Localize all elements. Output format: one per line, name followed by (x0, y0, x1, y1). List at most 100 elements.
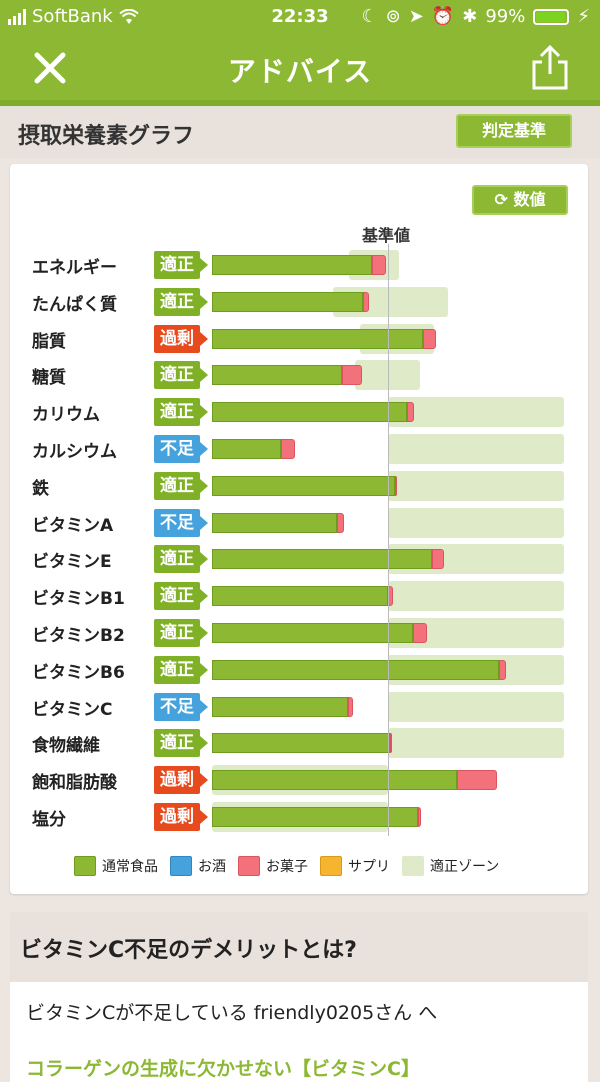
nutrient-name: ビタミンA (32, 515, 114, 536)
nutrient-name: ビタミンB6 (32, 662, 125, 683)
legend-label: お菓子 (266, 859, 308, 875)
article-body: ビタミンCが不足している friendly0205さん へ コラーゲンの生成に欠… (10, 982, 588, 1082)
bar-segment-2 (347, 696, 353, 717)
bar-segment-2 (336, 512, 344, 533)
bar-regular-food (212, 475, 396, 496)
nutrient-row: ビタミンE 適正 (0, 544, 600, 575)
status-badge: 適正 (154, 729, 208, 758)
bar-segment-2 (342, 365, 362, 386)
close-icon[interactable] (30, 48, 70, 88)
moon-icon: ☾ (361, 6, 378, 27)
criteria-button[interactable]: 判定基準 (456, 114, 572, 148)
bar-segment-2 (372, 255, 387, 275)
nutrient-row: ビタミンA 不足 (0, 507, 600, 538)
status-badge: 適正 (154, 251, 208, 279)
bar-regular-food (212, 659, 499, 680)
status-badge: 不足 (154, 508, 208, 537)
value-toggle-label: 数値 (513, 190, 546, 209)
bar-regular-food (212, 623, 413, 643)
optimal-zone-mark (388, 691, 564, 722)
nutrient-name: カリウム (32, 405, 100, 426)
bar-regular-food (212, 439, 281, 459)
status-badge: 適正 (154, 619, 208, 647)
battery-icon (533, 8, 570, 25)
legend-label: 適正ゾーン (430, 859, 500, 875)
nutrient-row: ビタミンB6 適正 (0, 654, 600, 685)
bar-regular-food (212, 586, 388, 607)
bar-regular-food (212, 733, 390, 754)
optimal-zone-mark (354, 360, 420, 391)
status-badge: 適正 (154, 471, 208, 500)
legend-item: 通常食品 (74, 856, 158, 876)
legend-item: 適正ゾーン (402, 856, 499, 876)
nutrient-row: カリウム 適正 (0, 397, 600, 428)
bluetooth-icon: ✱ (462, 6, 478, 27)
nutrient-name: ビタミンC (32, 699, 113, 720)
optimal-zone-mark (388, 397, 564, 428)
value-toggle-button[interactable]: ⟳ 数値 (472, 185, 568, 215)
nutrient-name: エネルギー (32, 258, 117, 278)
status-badge: 過剰 (154, 766, 208, 795)
status-badge: 過剰 (154, 324, 208, 353)
nutrient-row: ビタミンB2 適正 (0, 618, 600, 648)
status-badge: 不足 (154, 435, 208, 463)
battery-percent: 99% (485, 6, 526, 27)
legend-item: サプリ (320, 856, 390, 876)
legend-item: お菓子 (238, 856, 308, 876)
bar-regular-food (212, 402, 408, 423)
status-badge: 適正 (154, 545, 208, 574)
bar-segment-2 (407, 402, 415, 423)
nutrient-row: エネルギー 適正 (0, 250, 600, 280)
bar-segment-2 (395, 475, 398, 496)
page-title: アドバイス (227, 55, 373, 88)
nutrient-row: 鉄 適正 (0, 470, 600, 501)
optimal-zone-mark (388, 507, 564, 538)
bar-segment-2 (389, 733, 392, 754)
wifi-icon (119, 8, 139, 24)
legend-swatch (74, 856, 96, 876)
bar-regular-food (212, 512, 337, 533)
bar-segment-2 (412, 623, 427, 643)
bar-segment-2 (423, 328, 436, 349)
nav-divider (0, 100, 600, 106)
legend-label: サプリ (348, 859, 390, 875)
status-badge: 適正 (154, 287, 208, 316)
share-icon[interactable] (528, 44, 572, 92)
rotation-lock-icon: ⊚ (385, 6, 401, 27)
bar-segment-2 (417, 807, 422, 827)
article-header: ビタミンC不足のデメリットとは? (10, 912, 588, 982)
nutrient-row: たんぱく質 適正 (0, 286, 600, 317)
bar-segment-2 (456, 770, 498, 791)
bar-regular-food (212, 291, 364, 312)
nutrient-name: ビタミンB2 (32, 626, 125, 646)
status-badge: 適正 (154, 361, 208, 390)
legend-swatch (402, 856, 424, 876)
section-title: 摂取栄養素グラフ (18, 124, 195, 149)
bar-regular-food (212, 770, 457, 791)
nutrient-row: 飽和脂肪酸 過剰 (0, 765, 600, 796)
bar-regular-food (212, 255, 373, 275)
optimal-zone-mark (388, 728, 564, 759)
alarm-icon: ⏰ (431, 6, 455, 27)
status-badge: 適正 (154, 655, 208, 684)
bar-segment-2 (280, 439, 295, 459)
optimal-zone-mark (388, 581, 564, 612)
bar-segment-2 (363, 291, 369, 312)
location-icon: ➤ (408, 6, 424, 27)
bar-segment-2 (498, 659, 506, 680)
refresh-icon: ⟳ (494, 190, 514, 209)
nutrient-name: カルシウム (32, 442, 117, 462)
charging-icon: ⚡ (577, 6, 590, 27)
baseline-label: 基準値 (362, 226, 411, 245)
nutrient-name: 糖質 (32, 368, 66, 389)
status-badge: 適正 (154, 398, 208, 427)
bar-regular-food (212, 365, 343, 386)
nav-bar: アドバイス (0, 34, 600, 100)
status-badge: 適正 (154, 582, 208, 611)
nutrient-row: ビタミンC 不足 (0, 691, 600, 722)
legend-swatch (320, 856, 342, 876)
signal-icon (8, 8, 26, 25)
bar-regular-food (212, 328, 424, 349)
status-badge: 過剰 (154, 803, 208, 831)
nutrient-row: 脂質 過剰 (0, 323, 600, 354)
